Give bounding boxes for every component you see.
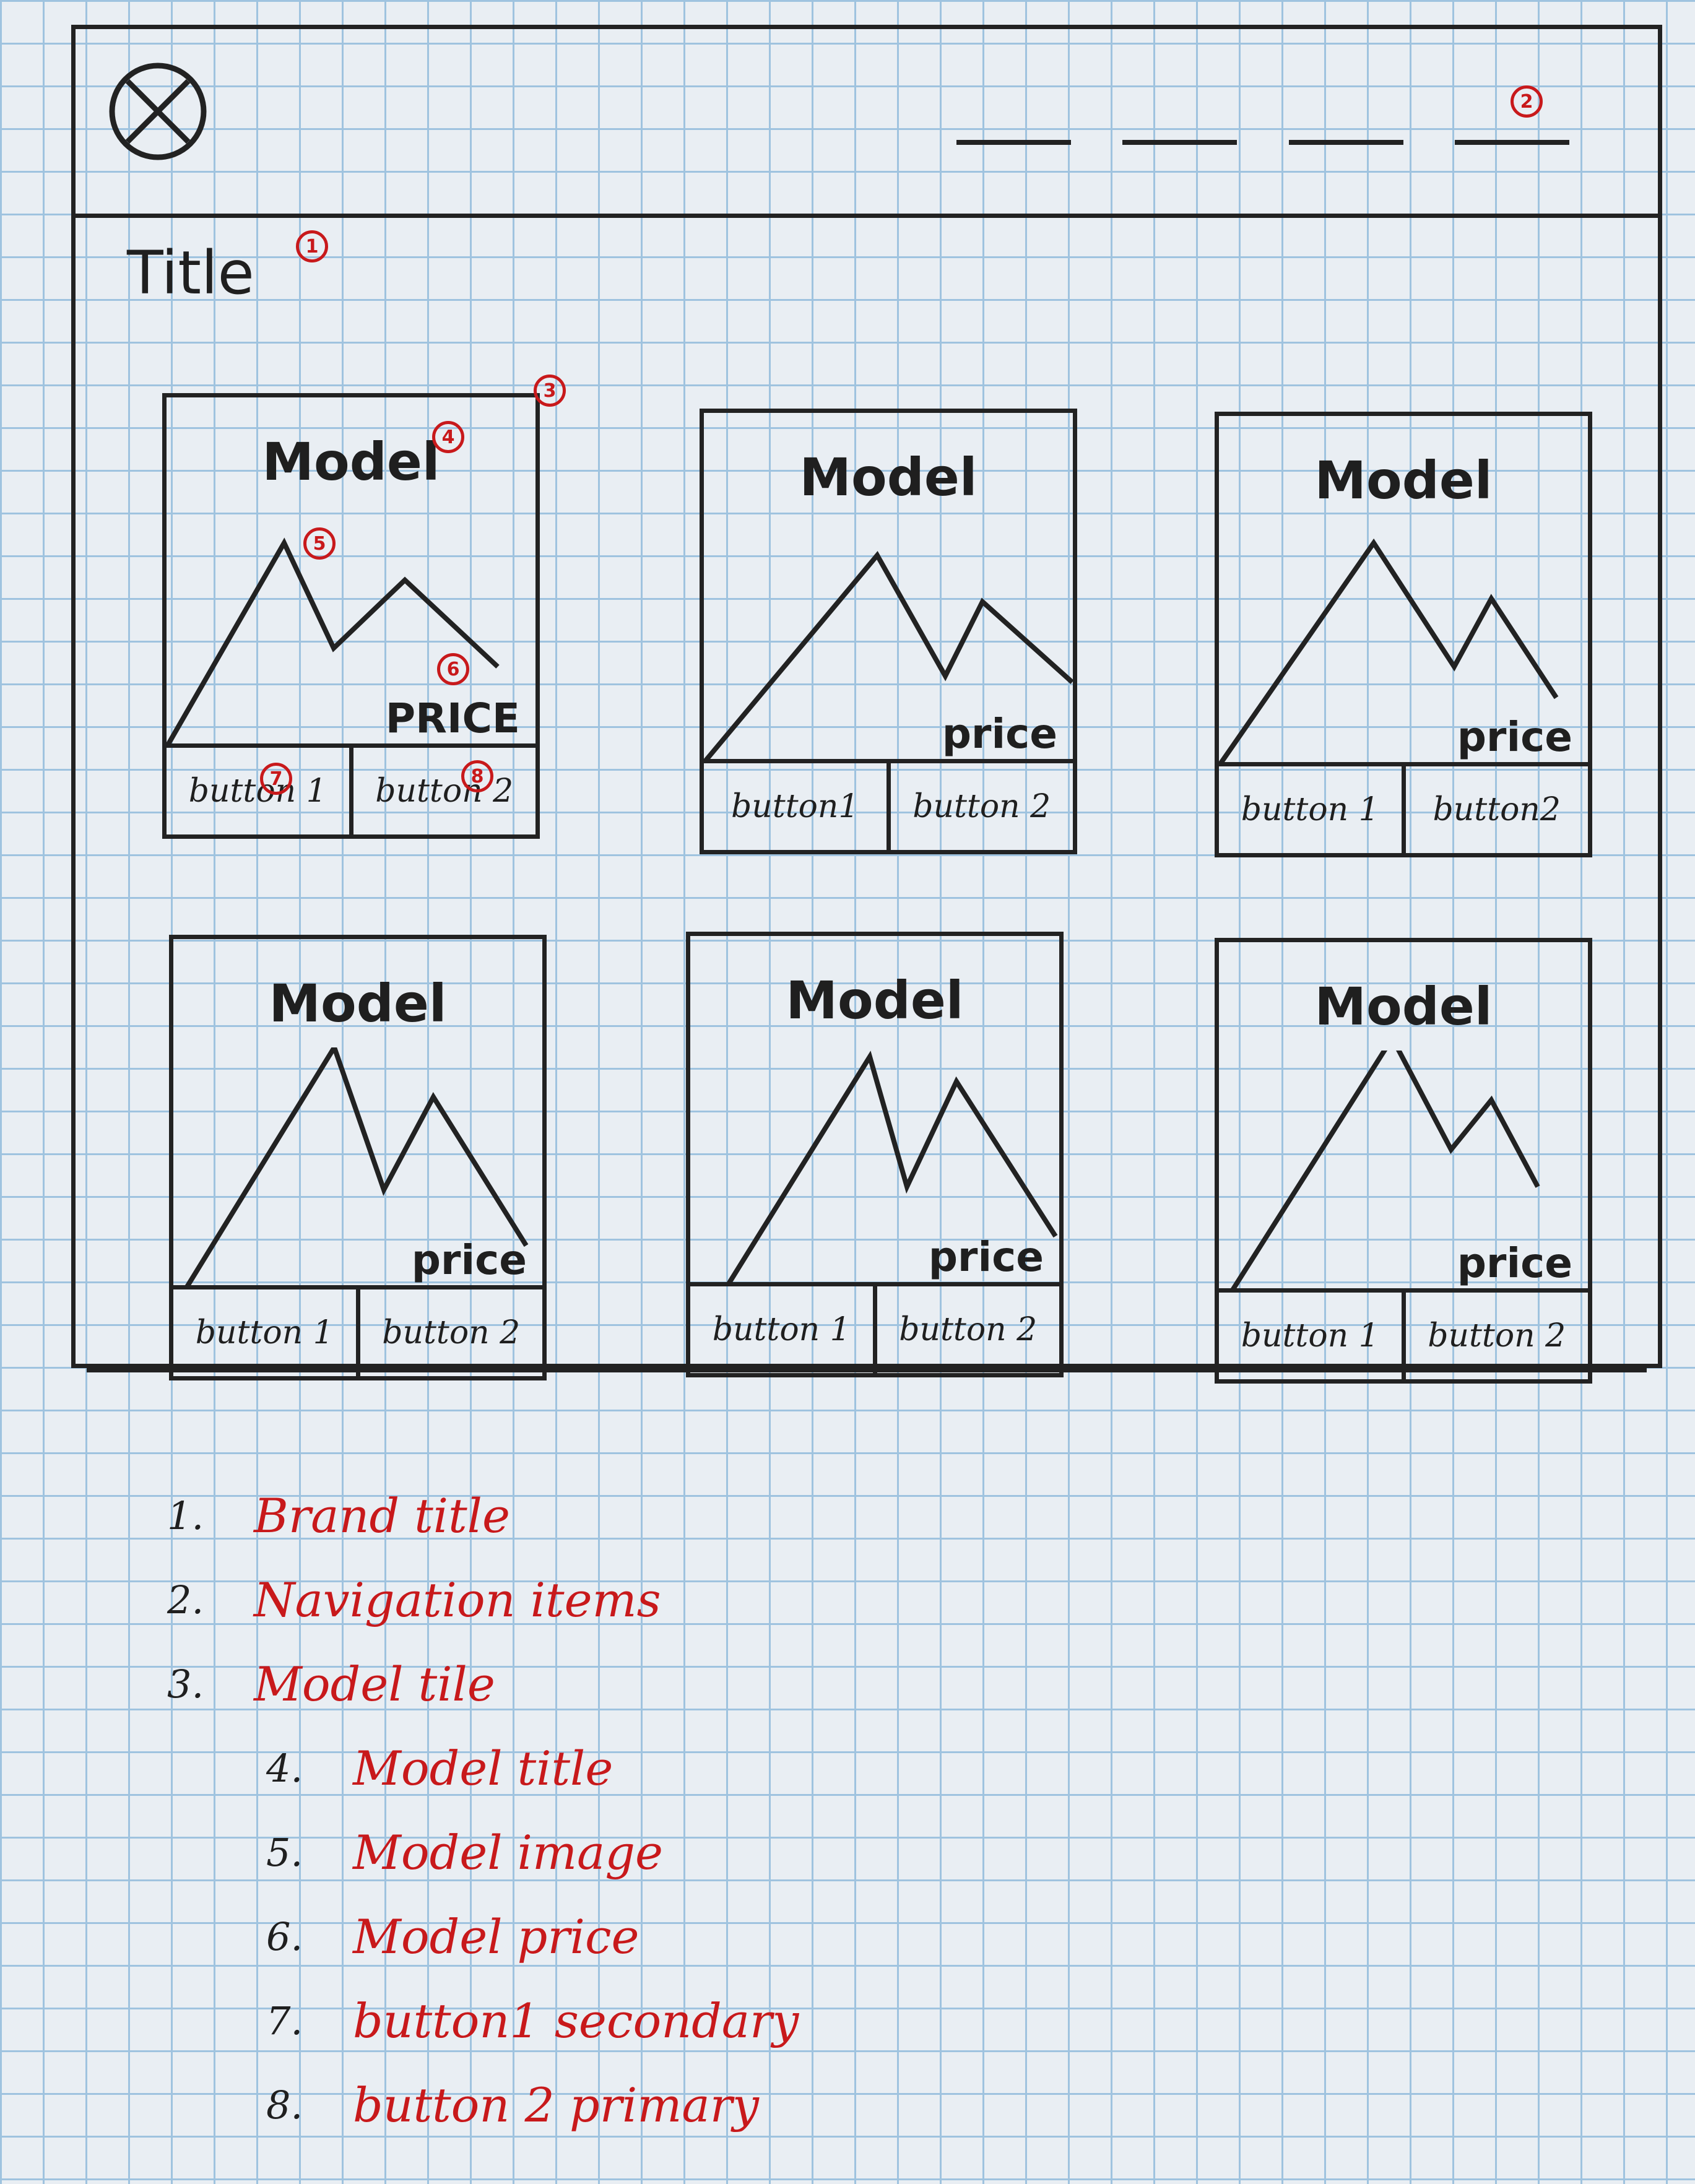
button-1-secondary[interactable]: button 1 [712, 1311, 851, 1348]
legend-item: 4. Model title [167, 1726, 1158, 1810]
button-1-secondary[interactable]: button1 [731, 788, 859, 825]
legend-item: 7. button1 secondary [167, 1978, 1158, 2063]
annotation-badge-brand: 1 [296, 230, 328, 262]
model-tile[interactable]: Model PRICE button 1 button 2 [162, 393, 540, 839]
tile-button-row: button 1 button 2 [167, 743, 535, 834]
legend-number: 6. [266, 1913, 303, 1959]
model-image-icon [167, 537, 500, 747]
model-price: price [942, 710, 1057, 758]
model-tile[interactable]: Model price button 1 button 2 [1215, 938, 1592, 1384]
model-title: Model [269, 973, 447, 1034]
button-2-primary[interactable]: button 2 [355, 1289, 543, 1376]
legend-label: Model price [353, 1909, 639, 1964]
model-title: Model [799, 447, 978, 508]
tile-button-row: button 1 button 2 [1219, 1288, 1588, 1379]
annotation-badge-model-price: 6 [437, 653, 469, 685]
model-title: Model [1314, 450, 1493, 511]
annotation-badge-tile: 3 [534, 375, 566, 407]
page-title: Title [127, 238, 254, 308]
tile-button-row: button1 button 2 [704, 759, 1073, 850]
nav-item-1[interactable] [956, 140, 1071, 145]
annotation-badge-button2: 8 [461, 760, 493, 792]
button-2-primary[interactable]: button 2 [1401, 1293, 1589, 1379]
model-image-icon [183, 1047, 529, 1289]
legend-label: button1 secondary [353, 1993, 799, 2048]
button-1-secondary[interactable]: button 1 [188, 773, 327, 810]
button-2-primary[interactable]: button 2 [872, 1286, 1060, 1373]
legend-number: 1. [167, 1493, 204, 1538]
legend-label: Brand title [254, 1488, 510, 1543]
header-divider [71, 214, 1662, 218]
tile-button-row: button 1 button2 [1219, 762, 1588, 853]
legend-label: Model image [353, 1824, 663, 1880]
circle-x-icon[interactable] [105, 59, 210, 164]
annotation-badge-model-image: 5 [303, 527, 336, 560]
button-1-secondary[interactable]: button 1 [1241, 1317, 1379, 1354]
tile-button-row: button 1 button 2 [690, 1282, 1059, 1373]
button-1-secondary[interactable]: button 1 [195, 1314, 334, 1351]
tile-button-row: button 1 button 2 [173, 1285, 542, 1376]
navigation-items [956, 130, 1569, 155]
model-price: price [1457, 1239, 1572, 1287]
annotation-legend: 1. Brand title 2. Navigation items 3. Mo… [167, 1473, 1158, 2147]
nav-item-3[interactable] [1288, 140, 1403, 145]
legend-label: Model title [353, 1740, 613, 1796]
legend-item: 2. Navigation items [167, 1558, 1158, 1642]
legend-label: button 2 primary [353, 2077, 759, 2133]
model-price: price [1457, 713, 1572, 761]
annotation-badge-model-title: 4 [432, 421, 464, 453]
legend-number: 5. [266, 1829, 303, 1875]
legend-item: 3. Model tile [167, 1642, 1158, 1726]
model-image-icon [704, 550, 1073, 763]
model-price: price [411, 1236, 527, 1284]
legend-number: 8. [266, 2082, 303, 2128]
legend-number: 3. [167, 1661, 204, 1707]
model-tile[interactable]: Model price button1 button 2 [700, 409, 1077, 854]
content-bottom-rule [87, 1368, 1647, 1372]
model-title: Model [786, 970, 964, 1031]
legend-number: 2. [167, 1577, 204, 1623]
button-2-primary[interactable]: button2 [1401, 766, 1589, 853]
legend-number: 4. [266, 1745, 303, 1791]
annotation-badge-button1: 7 [260, 763, 292, 795]
model-tile[interactable]: Model price button 1 button 2 [686, 932, 1064, 1377]
nav-item-2[interactable] [1122, 140, 1238, 145]
model-tile[interactable]: Model price button 1 button2 [1215, 412, 1592, 857]
button-2-primary[interactable]: button 2 [886, 763, 1073, 850]
button-1-secondary[interactable]: button 1 [1241, 791, 1379, 828]
model-tile[interactable]: Model price button 1 button 2 [169, 935, 547, 1380]
button-2-primary[interactable]: button 2 [349, 748, 536, 834]
annotation-badge-nav: 2 [1511, 85, 1543, 118]
model-image-icon [1219, 538, 1559, 766]
legend-label: Navigation items [254, 1572, 661, 1627]
model-price: PRICE [385, 695, 520, 742]
model-price: price [928, 1233, 1044, 1281]
legend-item: 5. Model image [167, 1810, 1158, 1894]
nav-item-4[interactable] [1454, 140, 1569, 145]
model-image-icon [1229, 1051, 1540, 1292]
model-image-icon [725, 1051, 1058, 1286]
legend-item: 6. Model price [167, 1894, 1158, 1978]
model-title: Model [1314, 976, 1493, 1037]
legend-label: Model tile [254, 1656, 495, 1712]
legend-item: 1. Brand title [167, 1473, 1158, 1558]
model-title: Model [262, 431, 440, 492]
wireframe-frame [71, 25, 1662, 1368]
legend-item: 8. button 2 primary [167, 2063, 1158, 2147]
legend-number: 7. [266, 1998, 303, 2043]
